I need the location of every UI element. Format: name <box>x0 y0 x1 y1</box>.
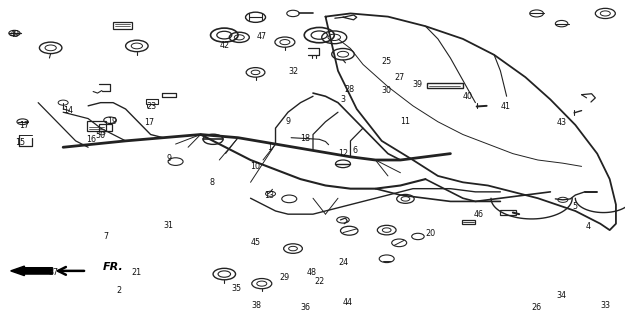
Bar <box>113 22 132 29</box>
Text: 27: 27 <box>394 73 404 82</box>
Text: 12: 12 <box>338 149 348 158</box>
Text: 49: 49 <box>9 30 19 39</box>
Text: 11: 11 <box>401 117 411 126</box>
Text: 40: 40 <box>463 92 473 101</box>
Text: 5: 5 <box>573 202 578 211</box>
FancyArrow shape <box>11 266 53 276</box>
Text: 42: 42 <box>219 41 229 51</box>
Text: 46: 46 <box>473 210 483 219</box>
Text: 31: 31 <box>163 221 173 230</box>
Text: 7: 7 <box>103 232 108 241</box>
Text: 2: 2 <box>117 286 122 295</box>
Text: 44: 44 <box>342 298 352 307</box>
Text: 9: 9 <box>167 154 172 163</box>
Text: 33: 33 <box>600 301 610 310</box>
Text: 15: 15 <box>16 138 26 147</box>
Text: 39: 39 <box>413 80 423 89</box>
Text: 37: 37 <box>49 268 59 277</box>
Bar <box>500 210 516 215</box>
Bar <box>427 83 463 88</box>
Text: 50: 50 <box>96 131 106 140</box>
Text: 9: 9 <box>285 117 290 126</box>
Text: 36: 36 <box>300 303 310 312</box>
Text: 38: 38 <box>252 301 262 310</box>
Text: 43: 43 <box>557 118 567 127</box>
Text: 24: 24 <box>338 258 348 267</box>
Text: 17: 17 <box>19 121 29 130</box>
Bar <box>146 100 158 104</box>
Text: 28: 28 <box>344 85 354 94</box>
Text: 32: 32 <box>288 67 298 76</box>
Text: 13: 13 <box>264 190 274 200</box>
Text: 20: 20 <box>425 229 436 238</box>
Text: 45: 45 <box>250 238 260 247</box>
Bar <box>100 124 112 131</box>
Text: 35: 35 <box>232 284 242 292</box>
Text: 3: 3 <box>341 95 346 104</box>
Text: FR.: FR. <box>103 262 123 272</box>
Text: 19: 19 <box>107 117 117 126</box>
Text: 47: 47 <box>257 32 267 41</box>
Text: 25: 25 <box>382 57 392 66</box>
Text: 16: 16 <box>86 135 96 144</box>
Text: 23: 23 <box>146 102 157 111</box>
Text: 34: 34 <box>557 291 567 300</box>
Text: 29: 29 <box>280 273 290 282</box>
Text: 18: 18 <box>300 134 310 143</box>
Bar <box>87 121 106 131</box>
Text: 14: 14 <box>63 106 73 115</box>
Text: 17: 17 <box>144 118 155 127</box>
Text: 8: 8 <box>209 178 214 187</box>
Text: 1: 1 <box>267 143 272 152</box>
Bar <box>461 220 475 224</box>
Text: 4: 4 <box>585 222 590 231</box>
Text: 22: 22 <box>314 277 324 286</box>
Text: 30: 30 <box>382 86 392 95</box>
Text: 26: 26 <box>531 303 541 312</box>
Text: 48: 48 <box>307 268 317 277</box>
Text: 6: 6 <box>353 146 358 155</box>
Text: 41: 41 <box>500 102 510 111</box>
Text: 21: 21 <box>132 268 142 277</box>
Text: 10: 10 <box>250 162 260 171</box>
